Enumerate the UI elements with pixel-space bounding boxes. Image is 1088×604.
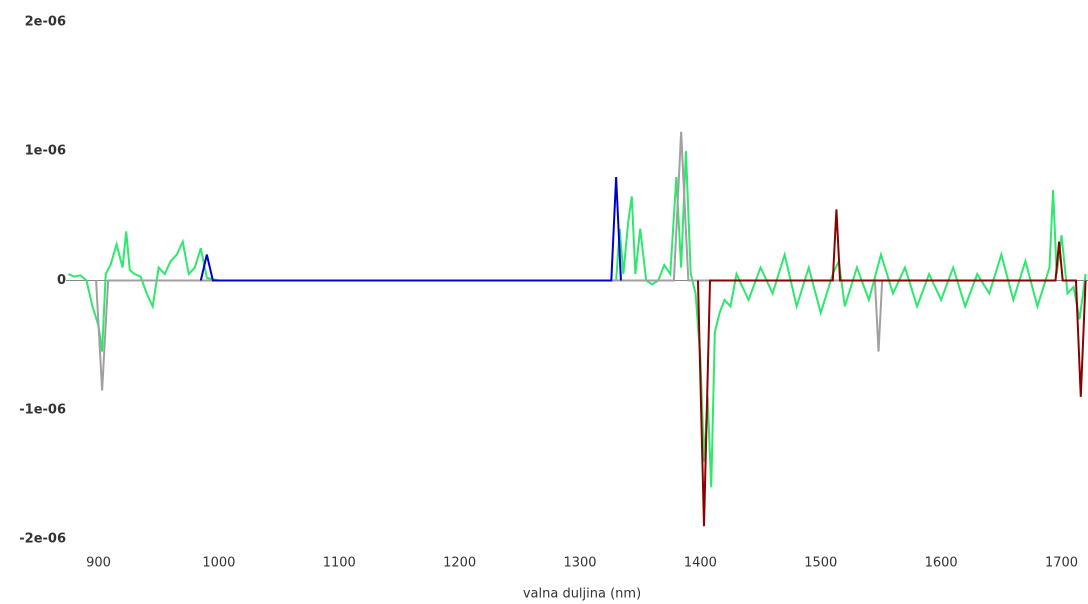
x-tick-label: 1400 — [684, 556, 717, 571]
x-tick-label: 1200 — [443, 556, 476, 571]
series-line — [696, 209, 1087, 527]
y-tick-label: 0 — [57, 273, 66, 288]
x-tick-label: 1100 — [323, 556, 356, 571]
y-tick-label: 2e-06 — [25, 14, 66, 29]
x-tick-label: 900 — [86, 556, 111, 571]
x-axis-label: valna duljina (nm) — [523, 587, 641, 602]
x-tick-label: 1300 — [563, 556, 596, 571]
series-line — [68, 151, 1087, 488]
y-tick-label: -1e-06 — [19, 402, 66, 417]
series-line — [199, 177, 622, 282]
x-tick-label: 1500 — [804, 556, 837, 571]
x-tick-label: 1600 — [925, 556, 958, 571]
x-tick-label: 1000 — [202, 556, 235, 571]
series-line — [95, 131, 884, 391]
x-tick-label: 1700 — [1045, 556, 1078, 571]
y-tick-label: -2e-06 — [19, 532, 66, 547]
y-tick-label: 1e-06 — [25, 144, 66, 159]
plot-area — [68, 131, 1087, 527]
